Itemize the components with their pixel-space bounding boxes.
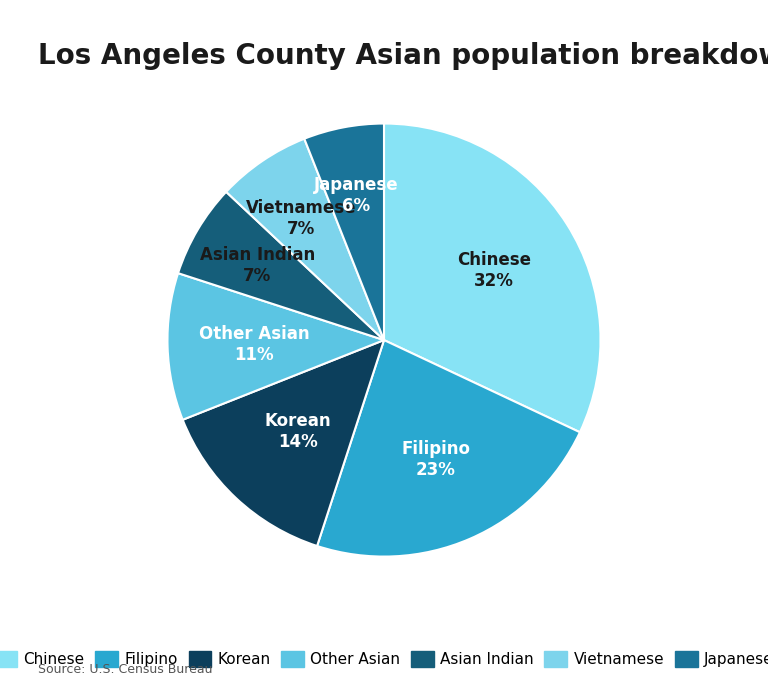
- Wedge shape: [226, 139, 384, 340]
- Text: Los Angeles County Asian population breakdown 2019: Los Angeles County Asian population brea…: [38, 42, 768, 69]
- Wedge shape: [178, 192, 384, 340]
- Wedge shape: [183, 340, 384, 546]
- Text: Source: U.S. Census Bureau: Source: U.S. Census Bureau: [38, 663, 213, 676]
- Text: Asian Indian
7%: Asian Indian 7%: [200, 246, 315, 285]
- Text: Other Asian
11%: Other Asian 11%: [199, 325, 310, 364]
- Text: Filipino
23%: Filipino 23%: [401, 440, 470, 479]
- Text: Chinese
32%: Chinese 32%: [457, 251, 531, 290]
- Legend: Chinese, Filipino, Korean, Other Asian, Asian Indian, Vietnamese, Japanese: Chinese, Filipino, Korean, Other Asian, …: [0, 645, 768, 673]
- Text: Vietnamese
7%: Vietnamese 7%: [246, 199, 356, 237]
- Wedge shape: [167, 273, 384, 420]
- Text: Japanese
6%: Japanese 6%: [314, 176, 399, 215]
- Wedge shape: [317, 340, 580, 557]
- Wedge shape: [384, 124, 601, 432]
- Wedge shape: [304, 124, 384, 340]
- Text: Korean
14%: Korean 14%: [265, 412, 331, 451]
